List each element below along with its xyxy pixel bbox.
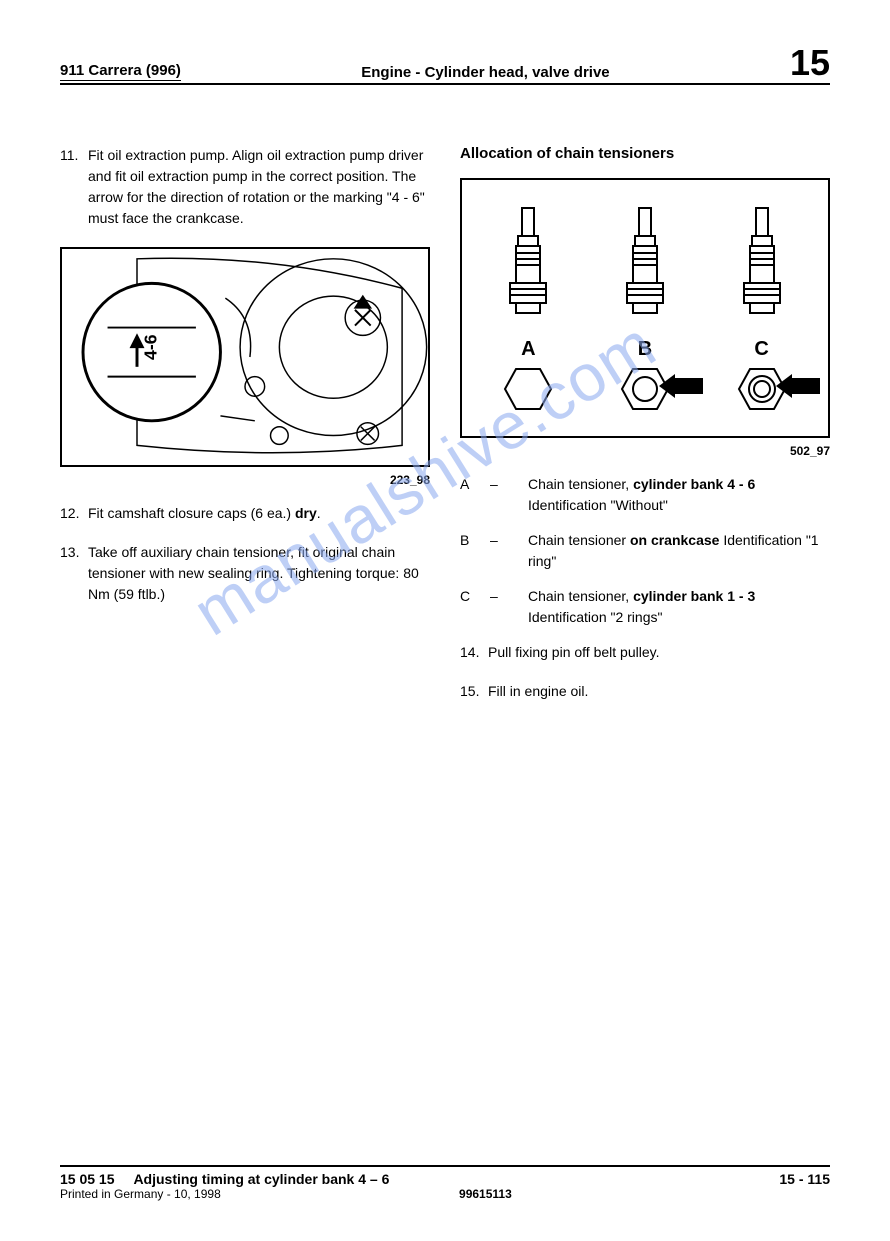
def-letter: B — [460, 530, 490, 572]
hexnut-row: A B C — [470, 333, 820, 423]
step-text: Fit camshaft closure caps (6 ea.) dry. — [88, 503, 430, 524]
tensioner-c-icon — [732, 203, 792, 323]
hexnut-b: B — [605, 338, 685, 418]
header-model: 911 Carrera (996) — [60, 62, 181, 81]
figure-1-caption: 223_98 — [60, 473, 430, 487]
step-number: 14. — [460, 642, 488, 663]
footer-section-code: 15 05 15 — [60, 1171, 115, 1187]
def-pre: Chain tensioner, — [528, 588, 633, 604]
hex-label-c: C — [754, 338, 768, 361]
footer-section-title: Adjusting timing at cylinder bank 4 – 6 — [133, 1171, 389, 1187]
footer-bottom-row: Printed in Germany - 10, 1998 99615113 — [60, 1187, 830, 1201]
step-15: 15. Fill in engine oil. — [460, 681, 830, 702]
footer-doc-code: 99615113 — [221, 1187, 750, 1201]
step-11: 11. Fit oil extraction pump. Align oil e… — [60, 145, 430, 229]
step-text-post: . — [317, 505, 321, 521]
def-letter: C — [460, 586, 490, 628]
tensioner-row — [470, 193, 820, 323]
oil-pump-drawing: 4-6 — [62, 249, 428, 465]
tensioner-b-icon — [615, 203, 675, 323]
step-text: Pull fixing pin off belt pulley. — [488, 642, 830, 663]
hex-label-b: B — [638, 338, 652, 361]
def-post: Identification "2 rings" — [528, 609, 662, 625]
header-chapter-number: 15 — [790, 45, 830, 81]
figure-tensioners: A B C — [460, 178, 830, 438]
def-c: C – Chain tensioner, cylinder bank 1 - 3… — [460, 586, 830, 628]
step-number: 11. — [60, 145, 88, 229]
def-text: Chain tensioner, cylinder bank 4 - 6 Ide… — [528, 474, 830, 516]
step-14: 14. Pull fixing pin off belt pulley. — [460, 642, 830, 663]
step-number: 12. — [60, 503, 88, 524]
arrow-c-icon — [776, 374, 820, 398]
step-text-pre: Fit camshaft closure caps (6 ea.) — [88, 505, 295, 521]
hexagon-a-icon — [503, 365, 553, 413]
def-bold: on crankcase — [630, 532, 720, 548]
step-number: 15. — [460, 681, 488, 702]
def-text: Chain tensioner, cylinder bank 1 - 3 Ide… — [528, 586, 830, 628]
page-footer: 15 05 15 Adjusting timing at cylinder ba… — [60, 1165, 830, 1201]
figure-oil-pump: 4-6 — [60, 247, 430, 467]
step-text: Take off auxiliary chain tensioner, fit … — [88, 542, 430, 605]
def-text: Chain tensioner on crankcase Identificat… — [528, 530, 830, 572]
hex-label-a: A — [521, 338, 535, 361]
footer-section: 15 05 15 Adjusting timing at cylinder ba… — [60, 1171, 389, 1187]
step-text: Fit oil extraction pump. Align oil extra… — [88, 145, 430, 229]
allocation-title: Allocation of chain tensioners — [460, 145, 830, 162]
tensioner-a-icon — [498, 203, 558, 323]
hexnut-a: A — [488, 338, 568, 418]
step-number: 13. — [60, 542, 88, 605]
def-bold: cylinder bank 4 - 6 — [633, 476, 755, 492]
def-bold: cylinder bank 1 - 3 — [633, 588, 755, 604]
def-pre: Chain tensioner, — [528, 476, 633, 492]
arrow-b-icon — [659, 374, 703, 398]
hexnut-c: C — [722, 338, 802, 418]
def-post: Identification "Without" — [528, 497, 668, 513]
def-dash: – — [490, 586, 528, 628]
footer-top-row: 15 05 15 Adjusting timing at cylinder ba… — [60, 1171, 830, 1187]
def-pre: Chain tensioner — [528, 532, 630, 548]
def-dash: – — [490, 474, 528, 516]
figure-2-caption: 502_97 — [460, 444, 830, 458]
content-columns: 11. Fit oil extraction pump. Align oil e… — [60, 145, 830, 720]
footer-page-number: 15 - 115 — [779, 1171, 830, 1187]
def-b: B – Chain tensioner on crankcase Identif… — [460, 530, 830, 572]
step-text: Fill in engine oil. — [488, 681, 830, 702]
step-text-bold: dry — [295, 505, 317, 521]
def-a: A – Chain tensioner, cylinder bank 4 - 6… — [460, 474, 830, 516]
left-column: 11. Fit oil extraction pump. Align oil e… — [60, 145, 430, 720]
page-header: 911 Carrera (996) Engine - Cylinder head… — [60, 45, 830, 85]
footer-printed: Printed in Germany - 10, 1998 — [60, 1187, 221, 1201]
def-dash: – — [490, 530, 528, 572]
figure-marker-text: 4-6 — [141, 334, 161, 360]
right-column: Allocation of chain tensioners — [460, 145, 830, 720]
header-section: Engine - Cylinder head, valve drive — [181, 64, 790, 81]
def-letter: A — [460, 474, 490, 516]
step-12: 12. Fit camshaft closure caps (6 ea.) dr… — [60, 503, 430, 524]
step-13: 13. Take off auxiliary chain tensioner, … — [60, 542, 430, 605]
